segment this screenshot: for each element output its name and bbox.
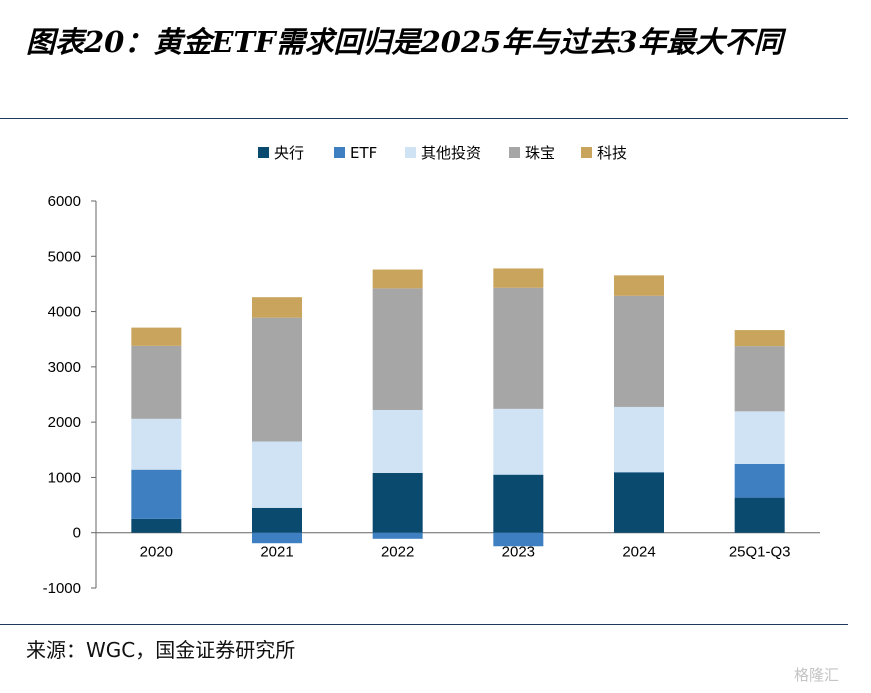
- watermark-text: 格隆汇: [794, 666, 840, 684]
- source-note: 来源：WGC，国金证券研究所: [26, 638, 296, 662]
- y-tick-label: 2000: [48, 414, 81, 431]
- bar-2024-央行: [614, 472, 664, 533]
- x-tick-label: 2022: [381, 544, 414, 561]
- y-tick-label: 1000: [48, 469, 81, 486]
- x-tick-label: 2024: [622, 544, 655, 561]
- bottom-divider: [0, 624, 848, 625]
- bar-25Q1-Q3-科技: [734, 330, 785, 347]
- y-tick-label: 5000: [48, 248, 81, 265]
- bar-2021-其他投资: [252, 441, 302, 508]
- bar-2022-央行: [372, 473, 423, 533]
- x-tick-label: 25Q1-Q3: [729, 544, 791, 561]
- page-title: 图表20：黄金ETF需求回归是2025年与过去3年最大不同: [26, 25, 783, 59]
- legend-label: 其他投资: [421, 144, 481, 162]
- legend-swatch: [334, 147, 345, 158]
- bar-2020-其他投资: [131, 418, 182, 470]
- bar-2023-央行: [493, 474, 544, 533]
- y-tick-label: 4000: [48, 304, 81, 321]
- bar-2022-科技: [372, 269, 423, 289]
- x-tick-label: 2021: [260, 544, 293, 561]
- chart-axes: -1000 0 1000 2000 3000 4000 5000 6000 2020 2021 20…: [43, 193, 820, 597]
- chart-bars: [131, 268, 785, 547]
- bar-2021-ETF: [252, 532, 302, 544]
- x-tick-label: 2023: [502, 544, 535, 561]
- bar-2020-ETF: [131, 469, 182, 519]
- bar-2020-珠宝: [131, 345, 182, 419]
- bar-2023-珠宝: [493, 287, 544, 409]
- bar-2024-其他投资: [614, 406, 664, 473]
- bar-2021-珠宝: [252, 317, 302, 442]
- legend-swatch: [258, 147, 269, 158]
- y-tick-label: 3000: [48, 359, 81, 376]
- bar-2021-央行: [252, 507, 302, 533]
- y-tick-label: -1000: [43, 580, 81, 597]
- legend-label: 珠宝: [525, 144, 555, 162]
- bar-2021-科技: [252, 297, 302, 318]
- legend-label: 央行: [274, 144, 304, 162]
- top-divider: [0, 118, 848, 119]
- y-tick-label: 6000: [48, 193, 81, 210]
- bar-2022-珠宝: [372, 288, 423, 410]
- legend-label: ETF: [350, 144, 377, 162]
- legend-swatch: [581, 147, 592, 158]
- bar-2023-其他投资: [493, 408, 544, 475]
- legend-label: 科技: [597, 144, 627, 162]
- bar-2023-科技: [493, 268, 544, 288]
- bar-2023-ETF: [493, 532, 544, 547]
- bar-2024-珠宝: [614, 295, 664, 407]
- bar-25Q1-Q3-珠宝: [734, 346, 785, 412]
- bar-25Q1-Q3-ETF: [734, 463, 785, 498]
- bar-2024-科技: [614, 275, 664, 296]
- chart-legend: 央行 ETF 其他投资 珠宝 科技: [258, 144, 627, 162]
- bar-2022-ETF: [372, 532, 423, 539]
- legend-swatch: [509, 147, 520, 158]
- legend-swatch: [405, 147, 416, 158]
- bar-25Q1-Q3-央行: [734, 497, 785, 533]
- bar-2020-央行: [131, 518, 182, 533]
- bar-2022-其他投资: [372, 409, 423, 474]
- bar-2020-科技: [131, 327, 182, 346]
- x-tick-label: 2020: [140, 544, 173, 561]
- y-tick-label: 0: [73, 525, 81, 542]
- bar-25Q1-Q3-其他投资: [734, 411, 785, 464]
